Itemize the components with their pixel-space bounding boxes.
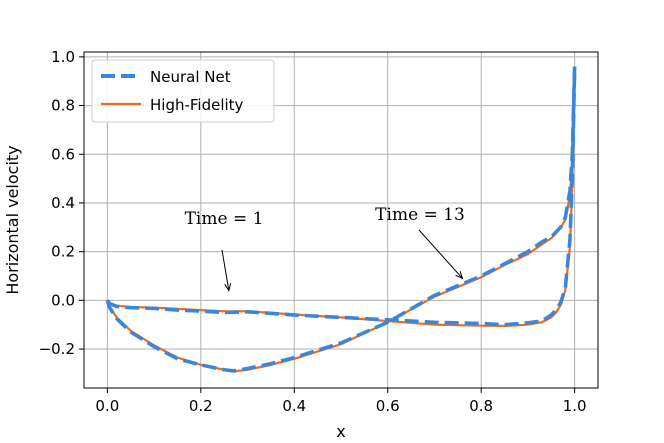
x-tick-label: 1.0: [563, 397, 587, 415]
plot-frame: [83, 51, 599, 389]
series-line-neural-net-time-13: [105, 66, 577, 373]
x-axis-label: x: [336, 422, 345, 441]
x-tick-label: 0.2: [189, 397, 213, 415]
y-tick-label: 0.4: [51, 194, 75, 212]
legend-label-high-fidelity: High-Fidelity: [150, 96, 244, 114]
legend-label-neural-net: Neural Net: [150, 68, 231, 86]
legend: Neural Net High-Fidelity: [91, 59, 275, 123]
y-tick-label: −0.2: [39, 340, 75, 358]
series-layer: [105, 66, 577, 373]
legend-box: [91, 59, 275, 123]
annotation-arrow-time-1: [221, 249, 229, 291]
y-tick-label: 0.0: [51, 291, 75, 309]
y-tick-label: 1.0: [51, 48, 75, 66]
x-tick-label: 0.4: [282, 397, 306, 415]
x-tick-label: 0.8: [469, 397, 493, 415]
x-tick-label: 0.0: [95, 397, 119, 415]
annotation-time-1: Time = 1: [185, 209, 264, 229]
y-tick-label: 0.6: [51, 145, 75, 163]
y-tick-label: 0.8: [51, 97, 75, 115]
series-line-neural-net-time-1: [105, 66, 577, 327]
y-axis-label: Horizontal velocity: [3, 145, 22, 294]
ticks: 0.0 0.2 0.4 0.6 0.8 1.0 −0.2 0.0 0.2 0.4 0.6 0.8 1.0: [39, 48, 587, 415]
annotation-arrow-time-13: [418, 229, 462, 278]
y-tick-label: 0.2: [51, 243, 75, 261]
annotation-time-13: Time = 13: [375, 205, 465, 225]
x-tick-label: 0.6: [376, 397, 400, 415]
